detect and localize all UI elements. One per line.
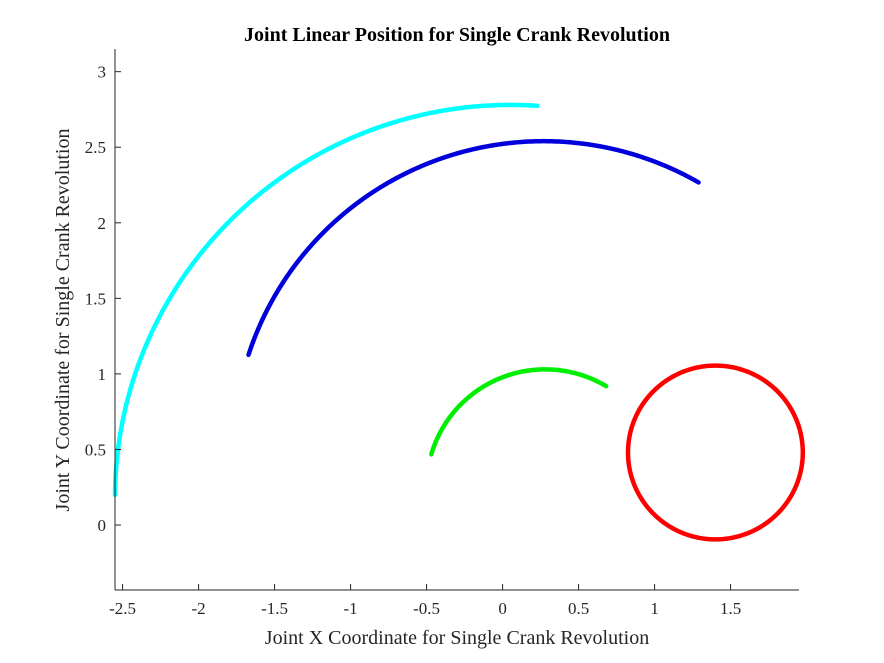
y-axis-label: Joint Y Coordinate for Single Crank Revo… — [52, 129, 74, 512]
x-tick-label: -1.5 — [261, 599, 288, 618]
y-tick-label: 1 — [98, 365, 107, 384]
series-3-line — [246, 138, 701, 358]
x-tick-label: -1 — [344, 599, 358, 618]
axes: -2.5 -2 -1.5 -1 -0.5 0 0.5 1 1.5 0 0.5 1 1.5 2 2.5 3 — [85, 49, 799, 618]
chart-title: Joint Linear Position for Single Crank R… — [244, 24, 670, 46]
series-4-line — [112, 102, 540, 498]
x-tick-label: -2 — [192, 599, 206, 618]
series-2-line — [429, 367, 609, 457]
x-tick-label: -0.5 — [413, 599, 440, 618]
series-1-line — [625, 363, 806, 542]
y-tick-label: 1.5 — [85, 289, 106, 308]
y-tick-label: 0 — [98, 516, 107, 535]
x-tick-label: -2.5 — [109, 599, 136, 618]
x-tick-label: 1.5 — [720, 599, 741, 618]
plot-lines — [112, 102, 806, 542]
y-tick-label: 2 — [98, 214, 107, 233]
x-tick-label: 0.5 — [568, 599, 589, 618]
x-axis-label: Joint X Coordinate for Single Crank Revo… — [265, 627, 649, 649]
y-tick-label: 0.5 — [85, 440, 106, 459]
y-tick-label: 2.5 — [85, 138, 106, 157]
y-tick-label: 3 — [98, 63, 107, 82]
x-tick-label: 0 — [498, 599, 507, 618]
x-tick-label: 1 — [650, 599, 659, 618]
